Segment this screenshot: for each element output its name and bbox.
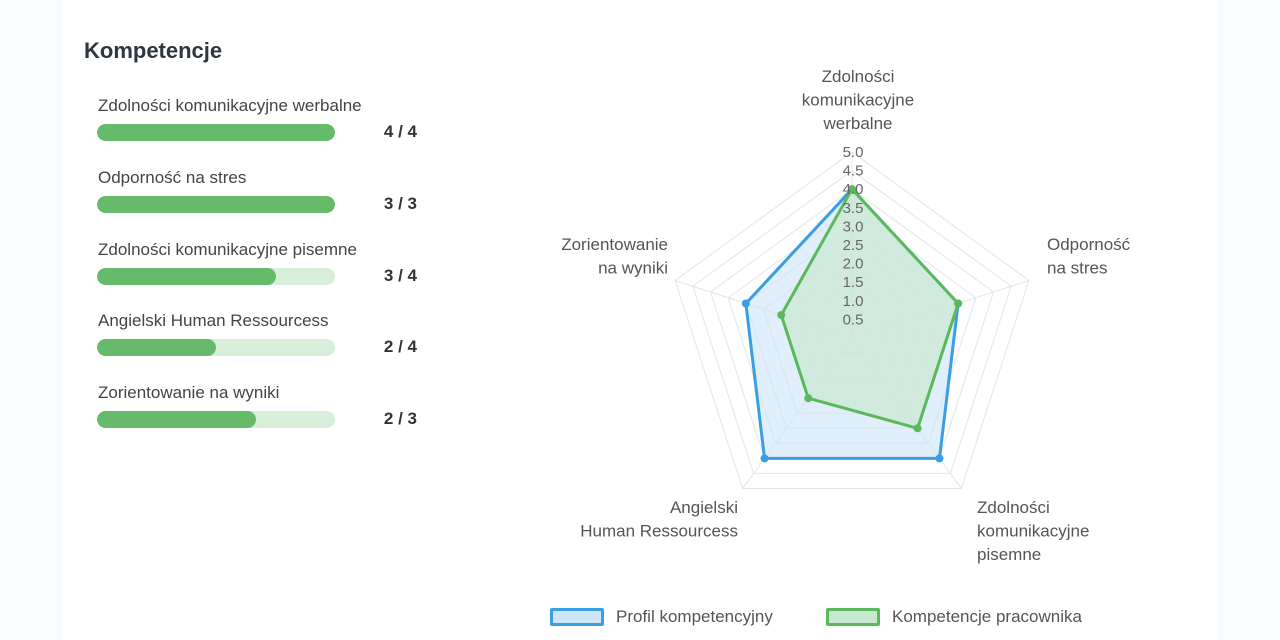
tick-label: 4.0 [843,181,864,198]
skill-name: Zdolności komunikacyjne pisemne [98,240,357,259]
skill-score: 2 / 4 [383,337,417,356]
legend-swatch-profile [550,608,604,626]
skill-progress-track [97,196,335,213]
skill-progress-track [97,268,335,285]
axis-label: Angielski Human Ressourcess [580,498,738,541]
skill-progress-track [97,411,335,428]
skill-name: Zorientowanie na wyniki [98,383,280,402]
skill-score: 3 / 4 [383,266,417,285]
skill-progress-fill [97,124,335,141]
tick-label: 2.5 [843,237,864,254]
tick-label: 2.0 [843,256,864,273]
grid-ring [674,151,1030,489]
skill-progress-fill [97,268,276,285]
axis-label: Zorientowanie na wyniki [561,235,668,278]
tick-label: 5.0 [843,144,864,161]
skill-item: Odporność na stres 3 / 3 [97,168,427,228]
tick-label: 4.5 [843,163,864,180]
grid-ring [692,169,1012,474]
skill-progress-track [97,124,335,141]
legend-item-employee[interactable]: Kompetencje pracownika [826,604,1082,630]
skill-name: Zdolności komunikacyjne werbalne [98,96,362,115]
skill-score: 2 / 3 [383,409,417,428]
series-point-profile [741,299,750,308]
tick-label: 0.5 [843,311,864,328]
axis-label: Zdolności komunikacyjne pisemne [977,498,1089,564]
series-point-profile [760,454,769,463]
legend-label: Profil kompetencyjny [616,607,773,626]
axis-label: Zdolności komunikacyjne werbalne [802,67,914,133]
skill-item: Zdolności komunikacyjne pisemne 3 / 4 [97,240,427,300]
legend-swatch-employee [826,608,880,626]
skill-score: 3 / 3 [383,194,417,213]
skill-name: Angielski Human Ressourcess [98,311,329,330]
tick-label: 3.0 [843,218,864,235]
series-point-employee [848,185,856,194]
tick-label: 1.0 [843,293,864,310]
section-title: Kompetencje [84,38,223,63]
skill-progress-fill [97,196,335,213]
series-point-profile [935,454,944,463]
tick-label: 1.5 [843,274,864,291]
skill-progress-fill [97,411,256,428]
series-point-employee [954,299,963,308]
series-point-employee [913,424,922,433]
legend-item-profile[interactable]: Profil kompetencyjny [550,604,773,630]
skill-item: Zorientowanie na wyniki 2 / 3 [97,383,427,443]
tick-label: 3.5 [843,200,864,217]
legend-label: Kompetencje pracownika [892,607,1082,626]
competencies-card [62,0,1217,640]
skill-score: 4 / 4 [383,122,417,141]
skill-name: Odporność na stres [98,168,247,187]
series-area-employee [779,187,960,430]
skill-item: Zdolności komunikacyjne werbalne 4 / 4 [97,96,427,156]
skill-progress-track [97,339,335,356]
series-point-employee [777,311,786,320]
skill-progress-fill [97,339,216,356]
skill-item: Angielski Human Ressourcess 2 / 4 [97,311,427,371]
axis-label: Odporność na stres [1047,235,1131,278]
series-point-employee [804,394,813,403]
